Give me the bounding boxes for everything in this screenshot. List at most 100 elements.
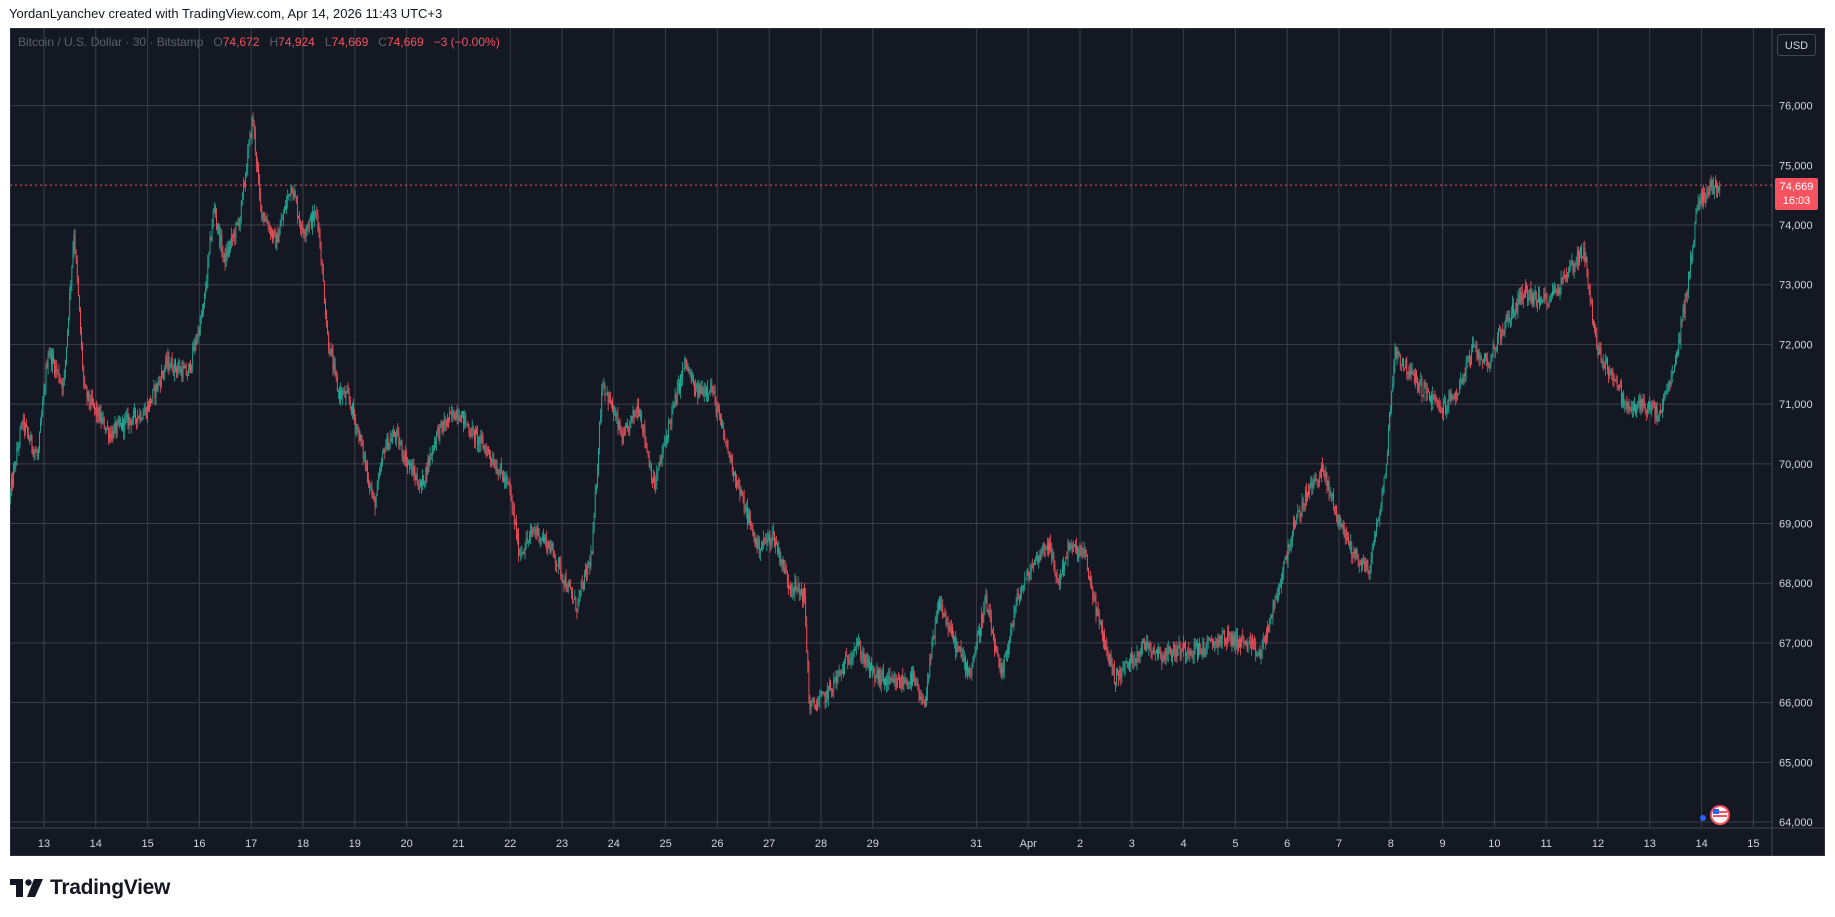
candle-body: [1298, 511, 1300, 512]
time-tick-label: 22: [504, 838, 516, 850]
chart-pane[interactable]: [10, 28, 1825, 856]
candle-body: [1063, 563, 1064, 570]
candle: [880, 669, 882, 693]
candle-body: [1582, 257, 1584, 259]
candle: [1485, 352, 1486, 362]
candle-body: [1631, 407, 1633, 411]
candle: [1073, 543, 1075, 548]
candle: [872, 665, 873, 678]
candle: [1008, 640, 1009, 659]
candle: [1610, 368, 1612, 376]
candle-body: [1473, 343, 1475, 347]
candle-body: [1154, 651, 1156, 654]
candle-body: [209, 237, 211, 252]
candle: [715, 396, 717, 418]
candle-body: [1400, 364, 1402, 366]
candle: [1559, 287, 1561, 300]
candle: [1002, 659, 1004, 678]
candle-body: [613, 411, 614, 415]
candle-body: [1389, 412, 1390, 429]
candle-body: [470, 434, 472, 437]
candle: [116, 418, 118, 438]
candle: [1584, 240, 1586, 268]
candle-body: [668, 421, 670, 439]
candle-body: [1293, 521, 1294, 531]
candle: [1326, 471, 1328, 494]
candle-body: [257, 164, 258, 169]
candle-body: [1339, 514, 1341, 527]
candle-body: [606, 392, 608, 394]
candle-body: [107, 427, 108, 429]
candle: [1708, 185, 1710, 199]
candle-body: [701, 387, 703, 389]
candle: [232, 233, 234, 247]
candle: [906, 678, 908, 689]
candle-body: [699, 384, 701, 395]
candle: [1431, 391, 1432, 412]
event-marker-icon[interactable]: [1700, 815, 1706, 821]
candle-body: [1382, 486, 1384, 494]
candle: [141, 417, 143, 421]
candle: [963, 650, 965, 671]
candle: [679, 378, 680, 395]
candle: [85, 383, 87, 390]
candle-body: [914, 674, 916, 681]
candle-body: [1219, 635, 1221, 643]
candle: [109, 427, 111, 444]
candle: [503, 469, 504, 483]
candle-body: [1436, 401, 1438, 403]
candle: [1443, 398, 1444, 422]
candle: [667, 434, 668, 445]
candle: [1267, 620, 1268, 643]
candle-body: [766, 539, 768, 543]
candle-body: [261, 204, 263, 218]
candle: [884, 678, 885, 691]
currency-button[interactable]: USD: [1777, 34, 1816, 56]
candle-body: [1703, 192, 1704, 203]
candle: [938, 598, 939, 615]
candle: [1040, 548, 1042, 561]
candle: [731, 453, 733, 477]
symbol-name[interactable]: Bitcoin / U.S. Dollar · 30 · Bitstamp: [18, 35, 204, 49]
candle: [71, 265, 73, 292]
candle-body: [183, 366, 185, 369]
candle-body: [1065, 556, 1067, 564]
candle-body: [873, 668, 875, 671]
candle-body: [1220, 635, 1222, 645]
candle: [1664, 391, 1666, 402]
candle: [607, 392, 609, 411]
tradingview-brand[interactable]: TradingView: [10, 874, 170, 902]
candle: [589, 555, 591, 575]
candle-body: [579, 590, 581, 596]
candle: [956, 637, 958, 658]
candle-body: [826, 690, 828, 699]
candle: [1505, 313, 1507, 329]
candle-body: [1516, 303, 1518, 312]
candle: [1146, 634, 1148, 652]
candle-body: [1163, 655, 1165, 657]
candle-body: [750, 518, 752, 525]
candle: [560, 556, 562, 580]
candle-body: [1369, 572, 1371, 575]
candle: [123, 418, 125, 440]
candle-body: [959, 646, 961, 649]
candle: [162, 370, 163, 379]
candle-body: [308, 220, 310, 229]
candle-body: [1396, 353, 1398, 358]
candle: [259, 173, 261, 202]
candle: [164, 365, 166, 381]
candle-body: [1679, 339, 1681, 343]
candle: [368, 472, 370, 489]
candle: [1544, 286, 1546, 304]
candle: [1453, 393, 1455, 400]
candle: [1343, 521, 1345, 539]
candle: [1375, 530, 1376, 543]
candle-body: [944, 613, 946, 614]
candle-body: [492, 459, 494, 463]
candle: [1238, 638, 1239, 653]
candle: [909, 671, 911, 689]
candle: [571, 587, 572, 599]
candle-body: [430, 453, 432, 456]
candle-body: [1214, 641, 1216, 646]
